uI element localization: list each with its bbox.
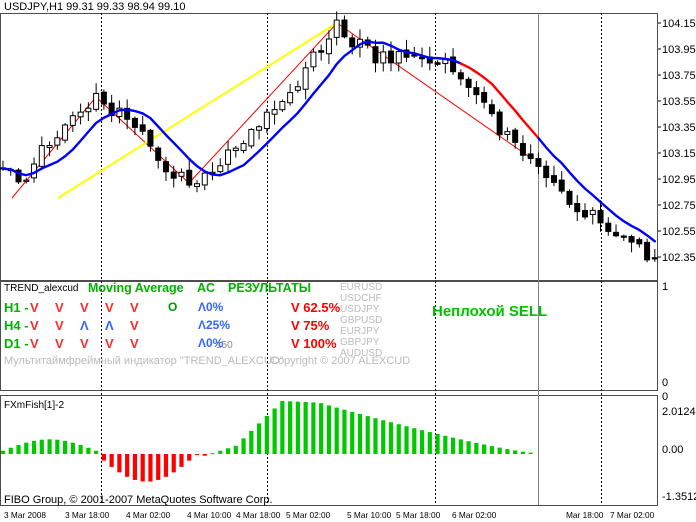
svg-text:6 Mar 02:00: 6 Mar 02:00 bbox=[452, 510, 497, 520]
svg-text:4 Mar 18:00: 4 Mar 18:00 bbox=[236, 510, 281, 520]
svg-text:3 Mar 2008: 3 Mar 2008 bbox=[4, 510, 46, 520]
svg-text:5 Mar 18:00: 5 Mar 18:00 bbox=[396, 510, 441, 520]
svg-text:4 Mar 02:00: 4 Mar 02:00 bbox=[126, 510, 171, 520]
svg-text:FXmFish[1]-2: FXmFish[1]-2 bbox=[4, 400, 64, 411]
svg-text:Mar 18:00: Mar 18:00 bbox=[566, 510, 604, 520]
svg-text:3 Mar 18:00: 3 Mar 18:00 bbox=[65, 510, 110, 520]
svg-text:4 Mar 10:00: 4 Mar 10:00 bbox=[187, 510, 232, 520]
svg-text:FIBO Group, © 2001-2007 MetaQu: FIBO Group, © 2001-2007 MetaQuotes Softw… bbox=[4, 494, 273, 506]
svg-text:5 Mar 02:00: 5 Mar 02:00 bbox=[286, 510, 331, 520]
svg-text:7 Mar 02:00: 7 Mar 02:00 bbox=[610, 510, 655, 520]
svg-text:5 Mar 10:00: 5 Mar 10:00 bbox=[347, 510, 392, 520]
